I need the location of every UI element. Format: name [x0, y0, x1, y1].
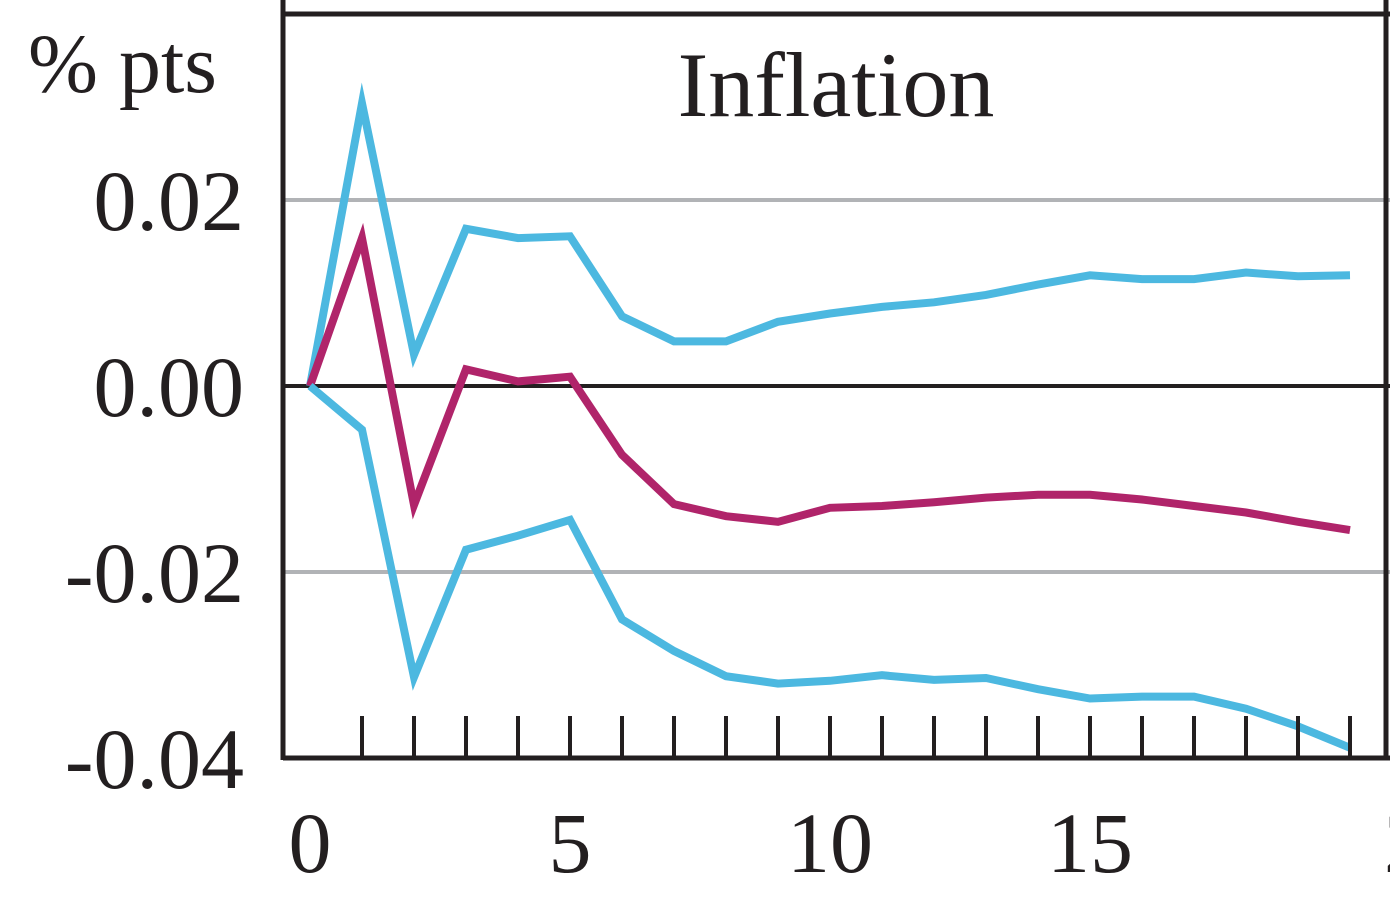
y-tick-labels: 0.02 0.00 -0.02 -0.04	[65, 153, 244, 807]
gridlines	[283, 198, 1390, 574]
series-line-upper-band	[306, 82, 1351, 387]
y-tick-label: -0.04	[65, 711, 244, 807]
y-tick-label: 0.00	[94, 339, 245, 435]
y-axis-label: % pts	[28, 18, 217, 111]
y-tick-label: -0.02	[65, 525, 244, 621]
series-line-lower-band	[307, 382, 1352, 752]
x-tick-label-cutoff: 2	[1384, 795, 1390, 891]
x-tick-labels: 0 5 10 15	[289, 795, 1134, 891]
chart-title: Inflation	[678, 34, 995, 136]
series-group	[306, 82, 1352, 752]
x-tick-label: 0	[289, 795, 332, 891]
x-tick-label: 5	[549, 795, 592, 891]
x-tick-marks	[360, 716, 1352, 758]
x-tick-label: 15	[1047, 795, 1133, 891]
series-line-central	[306, 222, 1351, 535]
x-tick-label: 10	[787, 795, 873, 891]
y-tick-label: 0.02	[94, 153, 245, 249]
